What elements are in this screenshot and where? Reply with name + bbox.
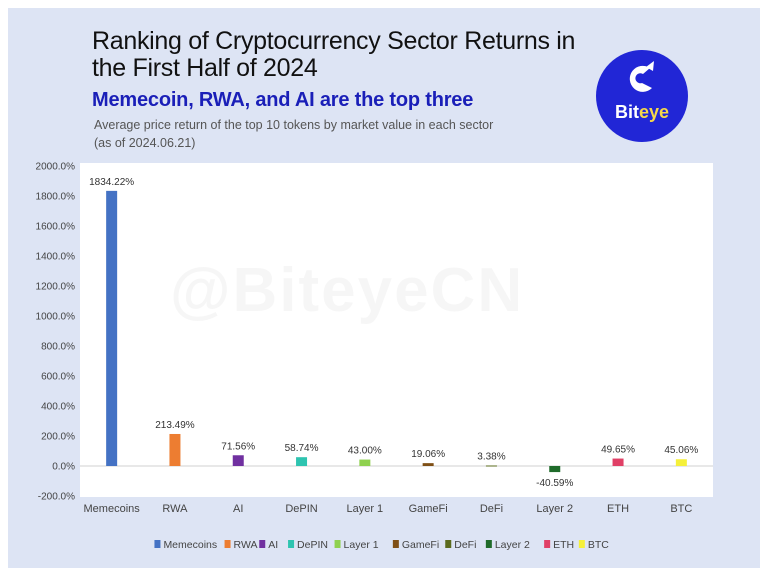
data-label: 3.38% (477, 451, 505, 462)
x-tick-label: Memecoins (84, 503, 141, 515)
y-tick-label: 400.0% (41, 402, 75, 413)
chart-caption: Average price return of the top 10 token… (94, 118, 494, 132)
y-tick-label: 1000.0% (36, 312, 76, 323)
data-label: 71.56% (221, 441, 255, 452)
plot-area (80, 163, 713, 497)
bar-gamefi (422, 463, 434, 466)
legend-label: DeFi (454, 539, 476, 551)
legend-swatch (224, 540, 231, 548)
biteye-swirl-icon (629, 61, 654, 92)
y-tick-label: 1800.0% (36, 192, 76, 203)
x-tick-label: BTC (670, 503, 692, 515)
bar-rwa (169, 433, 181, 466)
legend-swatch (259, 540, 266, 548)
legend-label: GameFi (402, 539, 439, 551)
x-tick-label: AI (233, 503, 243, 515)
chart-subtitle: Memecoin, RWA, and AI are the top three (92, 89, 474, 111)
bar-defi (485, 465, 497, 467)
y-tick-label: 1400.0% (36, 252, 76, 263)
x-tick-label: DeFi (480, 503, 503, 515)
legend-label: AI (268, 539, 278, 551)
biteye-logo: Biteye (596, 50, 688, 142)
legend-label: BTC (588, 539, 609, 551)
x-tick-label: GameFi (409, 503, 448, 515)
x-tick-label: Layer 2 (536, 503, 573, 515)
y-tick-label: 800.0% (41, 342, 75, 353)
x-tick-label: DePIN (285, 503, 317, 515)
chart-title: Ranking of Cryptocurrency Sector Returns… (92, 27, 576, 82)
logo-wordmark-main: Bit (614, 102, 639, 122)
legend-swatch (578, 540, 585, 548)
data-label: 45.06% (664, 445, 698, 456)
data-label: 58.74% (285, 443, 319, 454)
y-tick-label: 200.0% (41, 432, 75, 443)
legend-swatch (154, 540, 161, 548)
legend-label: ETH (553, 539, 574, 551)
logo-wordmark: Biteye (596, 102, 688, 123)
legend-label: Memecoins (163, 539, 217, 551)
chart-date-note: (as of 2024.06.21) (94, 136, 196, 150)
y-tick-label: 0.0% (52, 462, 75, 473)
bar-layer-2 (549, 466, 561, 473)
bar-ai (232, 455, 244, 466)
bar-depin (296, 457, 308, 466)
legend-label: DePIN (297, 539, 328, 551)
data-label: 1834.22% (89, 177, 134, 188)
legend-label: Layer 2 (495, 539, 530, 551)
logo-wordmark-accent: eye (638, 102, 670, 122)
y-tick-label: 600.0% (41, 372, 75, 383)
bar-eth (612, 458, 624, 466)
data-label: 43.00% (348, 446, 382, 457)
legend-swatch (445, 540, 452, 548)
y-tick-label: 2000.0% (36, 162, 76, 173)
y-tick-label: -200.0% (38, 492, 75, 503)
legend-swatch (334, 540, 341, 548)
bar-memecoins (106, 190, 118, 466)
data-label: 49.65% (601, 445, 635, 456)
legend-label: RWA (234, 539, 258, 551)
x-tick-label: Layer 1 (346, 503, 383, 515)
legend-swatch (544, 540, 551, 548)
data-label: -40.59% (536, 478, 573, 489)
legend-swatch (485, 540, 492, 548)
legend-swatch (288, 540, 295, 548)
x-tick-label: RWA (162, 503, 188, 515)
legend-label: Layer 1 (344, 539, 379, 551)
data-label: 213.49% (155, 420, 195, 431)
legend-swatch (392, 540, 399, 548)
bar-layer-1 (359, 459, 371, 466)
y-tick-label: 1200.0% (36, 282, 76, 293)
x-tick-label: ETH (607, 503, 629, 515)
bar-btc (675, 459, 687, 466)
data-label: 19.06% (411, 449, 445, 460)
y-tick-label: 1600.0% (36, 222, 76, 233)
